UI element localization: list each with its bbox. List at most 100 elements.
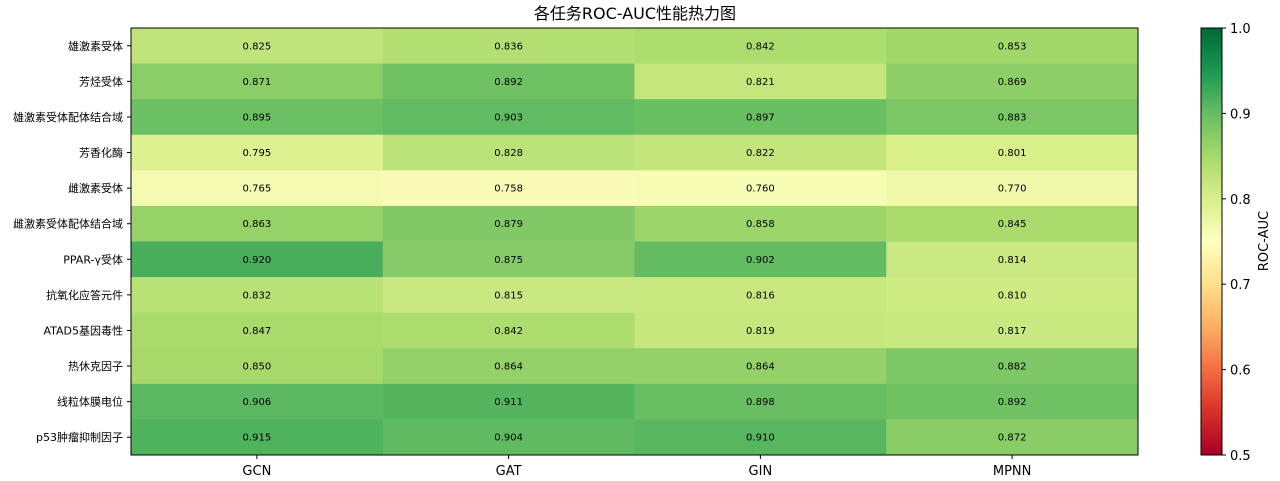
heatmap-cell <box>634 348 887 385</box>
cell-value-label: 0.842 <box>746 41 775 52</box>
cell-value-label: 0.871 <box>243 77 272 88</box>
cell-value-label: 0.902 <box>746 255 775 266</box>
x-tick-label: GIN <box>749 464 773 479</box>
cell-value-label: 0.825 <box>243 41 272 52</box>
y-tick-label: 芳烃受体 <box>79 74 123 88</box>
cell-value-label: 0.920 <box>243 255 272 266</box>
heatmap-cell <box>886 170 1139 207</box>
heatmap-cell <box>634 205 887 242</box>
colorbar-tick-label: 0.5 <box>1230 449 1251 464</box>
heatmap-cell <box>886 205 1139 242</box>
y-tick-label: 抗氧化应答元件 <box>46 288 123 302</box>
heatmap-cell <box>634 241 887 278</box>
heatmap-cell <box>131 205 384 242</box>
cell-value-label: 0.897 <box>746 112 775 123</box>
heatmap-cell <box>634 99 887 136</box>
heatmap-cell <box>886 419 1139 456</box>
cell-value-label: 0.842 <box>494 326 523 337</box>
heatmap-cell <box>886 28 1139 65</box>
heatmap-cell <box>382 277 635 314</box>
chart-title: 各任务ROC-AUC性能热力图 <box>534 4 736 23</box>
heatmap-cell <box>634 134 887 171</box>
cell-value-label: 0.810 <box>998 290 1027 301</box>
cell-value-labels: 0.825 0.836 0.842 0.853 0.871 0.892 0.821 0.869… <box>243 41 1027 443</box>
heatmap-cell <box>131 63 384 100</box>
colorbar-tick-label: 1.0 <box>1230 22 1251 37</box>
heatmap-cell <box>131 312 384 349</box>
x-tick-label: MPNN <box>993 464 1032 479</box>
cell-value-label: 0.911 <box>494 397 523 408</box>
heatmap-cell <box>886 134 1139 171</box>
heatmap-cell <box>634 170 887 207</box>
cell-value-label: 0.864 <box>494 362 523 373</box>
y-tick-label: PPAR-γ受体 <box>63 252 123 266</box>
heatmap-cell <box>382 312 635 349</box>
cell-value-label: 0.864 <box>746 362 775 373</box>
heatmap-cell <box>382 419 635 456</box>
cell-value-label: 0.817 <box>998 326 1027 337</box>
y-tick-label: p53肿瘤抑制因子 <box>36 430 123 444</box>
cell-value-label: 0.819 <box>746 326 775 337</box>
heatmap-cell <box>634 63 887 100</box>
heatmap-cell <box>131 383 384 420</box>
heatmap-cell <box>886 241 1139 278</box>
colorbar-axis: 0.5 0.6 0.7 0.8 0.9 1.0 <box>1222 22 1251 464</box>
heatmap-cell <box>131 241 384 278</box>
heatmap-cell <box>382 170 635 207</box>
heatmap-cell <box>131 170 384 207</box>
colorbar <box>1200 27 1223 456</box>
heatmap-cell <box>131 419 384 456</box>
cell-value-label: 0.832 <box>243 290 272 301</box>
cell-value-label: 0.760 <box>746 184 775 195</box>
cell-value-label: 0.770 <box>998 184 1027 195</box>
y-tick-label: 热休克因子 <box>68 360 123 373</box>
cell-value-label: 0.863 <box>243 219 272 230</box>
y-tick-label: 雌激素受体 <box>68 181 123 195</box>
y-tick-label: 雄激素受体配体结合域 <box>13 110 123 124</box>
colorbar-tick-label: 0.9 <box>1230 107 1251 122</box>
cell-value-label: 0.836 <box>494 41 523 52</box>
heatmap-cell <box>634 312 887 349</box>
heatmap-cell <box>634 419 887 456</box>
cell-value-label: 0.850 <box>243 362 272 373</box>
x-axis: GCN GAT GIN MPNN <box>242 455 1031 479</box>
heatmap-cell <box>382 28 635 65</box>
y-tick-label: 雌激素受体配体结合域 <box>13 217 123 231</box>
cell-value-label: 0.898 <box>746 397 775 408</box>
colorbar-tick-label: 0.6 <box>1230 364 1251 379</box>
heatmap-cell <box>382 383 635 420</box>
heatmap-cell <box>634 28 887 65</box>
plot-frame <box>130 27 1139 456</box>
heatmap-cell <box>382 205 635 242</box>
y-tick-label: 线粒体膜电位 <box>57 395 123 409</box>
heatmap-cell <box>131 134 384 171</box>
cell-value-label: 0.910 <box>746 433 775 444</box>
cell-value-label: 0.815 <box>494 290 523 301</box>
cell-value-label: 0.853 <box>998 41 1027 52</box>
heatmap-cell <box>131 99 384 136</box>
heatmap-cell <box>886 99 1139 136</box>
y-tick-label: ATAD5基因毒性 <box>43 323 123 337</box>
cell-value-label: 0.875 <box>494 255 523 266</box>
cell-value-label: 0.828 <box>494 148 523 159</box>
cell-value-label: 0.858 <box>746 219 775 230</box>
heatmap-cell <box>634 383 887 420</box>
heatmap-cell <box>382 348 635 385</box>
cell-value-label: 0.892 <box>494 77 523 88</box>
colorbar-tick-label: 0.8 <box>1230 193 1251 208</box>
heatmap-cell <box>131 348 384 385</box>
cell-value-label: 0.915 <box>243 433 272 444</box>
y-tick-label: 雄激素受体 <box>68 39 123 53</box>
heatmap-cell <box>886 348 1139 385</box>
cell-value-label: 0.795 <box>243 148 272 159</box>
cell-value-label: 0.821 <box>746 77 775 88</box>
heatmap-cell <box>886 277 1139 314</box>
heatmap-cell <box>382 63 635 100</box>
cell-value-label: 0.903 <box>494 112 523 123</box>
heatmap-cell <box>382 134 635 171</box>
heatmap-cell <box>382 99 635 136</box>
heatmap-cell <box>886 63 1139 100</box>
